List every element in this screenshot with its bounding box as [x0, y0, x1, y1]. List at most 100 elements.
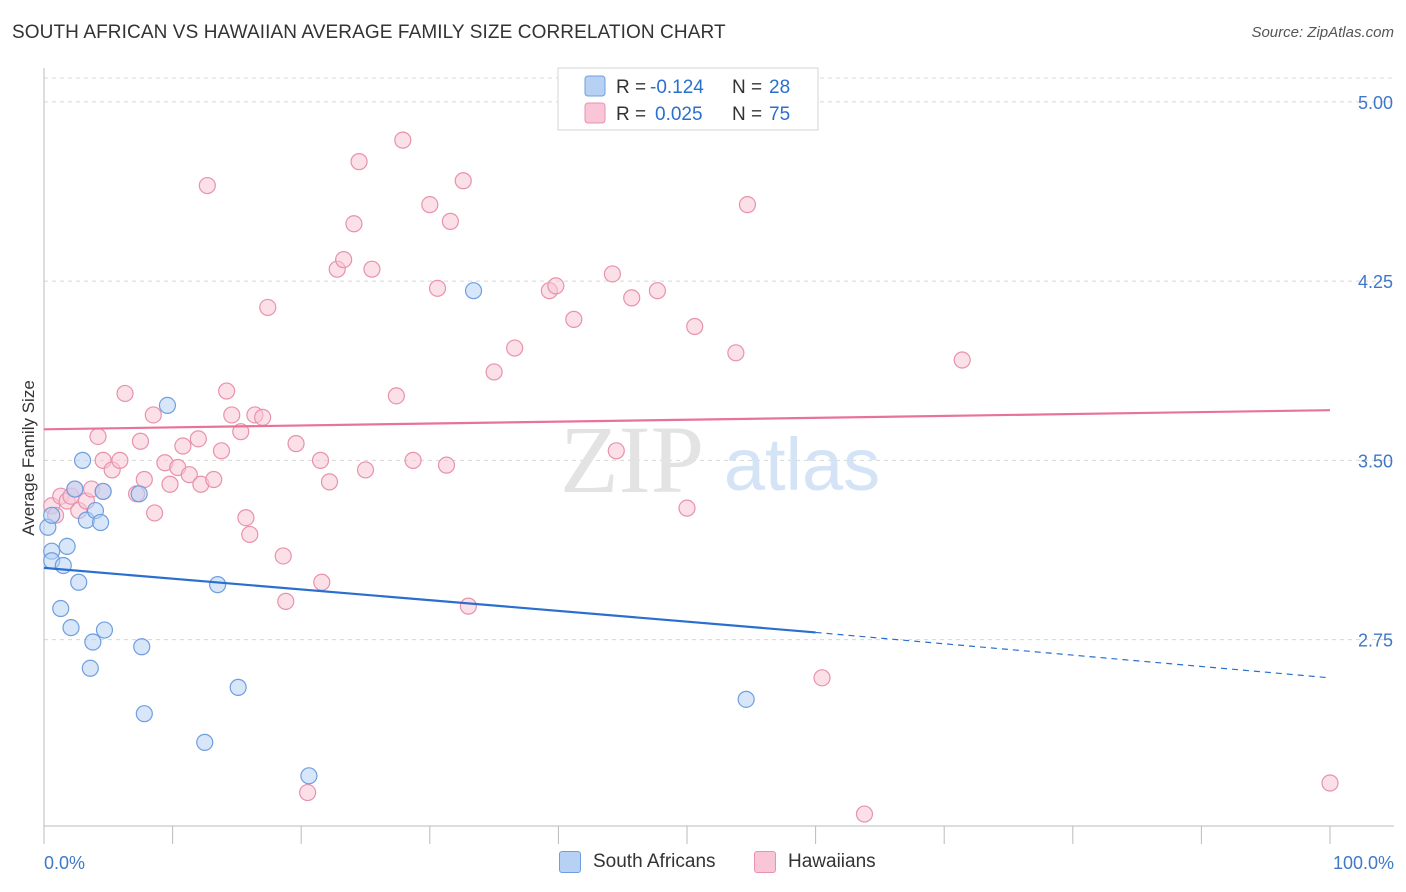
hawaiians-point — [485, 363, 503, 381]
hawaiians-point — [299, 783, 317, 802]
south-africans-point — [91, 513, 110, 532]
y-axis-label: Average Family Size — [19, 380, 38, 536]
south-africans-point — [158, 396, 177, 414]
hawaiians-point — [254, 408, 272, 426]
y-tick-label: 3.50 — [1358, 451, 1393, 471]
south-africans-point — [81, 659, 99, 677]
south-africans-point — [70, 573, 88, 591]
south-africans-point — [52, 599, 70, 618]
south-africans-point — [130, 485, 148, 503]
hawaiians-point — [131, 432, 150, 450]
south-africans-trend-line — [43, 566, 816, 634]
hawaiians-point — [428, 279, 447, 297]
y-tick-label: 2.75 — [1358, 631, 1393, 651]
hawaiians-point — [287, 435, 305, 453]
x-tick-label-max: 100.0% — [1333, 853, 1394, 873]
hawaiians-point — [111, 451, 129, 469]
hawaiians-point — [727, 344, 745, 362]
legend-swatch-blue — [584, 75, 606, 97]
chart-title: SOUTH AFRICAN VS HAWAIIAN AVERAGE FAMILY… — [12, 22, 726, 43]
hawaiians-point — [1321, 774, 1339, 792]
hawaiians-point — [363, 260, 381, 278]
hawaiians-point — [421, 196, 439, 214]
hawaiians-point — [345, 215, 363, 233]
axes — [43, 68, 1394, 844]
hawaiians-point — [189, 430, 207, 448]
hawaiians-point — [813, 669, 831, 687]
legend-item-hawaiians[interactable]: Hawaiians — [754, 851, 876, 873]
legend-n-label-1: N = — [732, 77, 762, 98]
hawaiians-point — [686, 317, 704, 336]
legend-n-value-1: 28 — [769, 77, 790, 98]
legend-swatch-hawaiians — [754, 851, 776, 873]
source-label: Source: ZipAtlas.com — [1251, 24, 1394, 41]
hawaiians-point — [311, 451, 330, 469]
south-africans-point — [464, 282, 483, 300]
hawaiians-point — [547, 277, 565, 295]
hawaiians-point — [205, 470, 223, 489]
hawaiians-point — [335, 251, 353, 269]
hawaiians-points — [43, 131, 1339, 823]
hawaiians-point — [320, 473, 339, 491]
hawaiians-point — [180, 466, 198, 484]
hawaiians-point — [116, 384, 134, 403]
south-africans-point — [95, 621, 114, 639]
legend-label-hawaiians: Hawaiians — [788, 851, 876, 872]
hawaiians-point — [259, 298, 277, 317]
hawaiians-point — [394, 131, 412, 149]
south-africans-point — [94, 482, 112, 501]
hawaiians-point — [241, 525, 259, 544]
hawaiians-point — [648, 282, 667, 300]
x-tick-label-min: 0.0% — [44, 853, 85, 873]
hawaiians-point — [565, 310, 583, 328]
hawaiians-point — [356, 461, 375, 479]
trend-lines — [43, 409, 1331, 679]
grid-lines — [44, 77, 1394, 641]
hawaiians-point — [89, 427, 107, 446]
hawaiians-point — [404, 451, 422, 469]
y-tick-label: 4.25 — [1358, 272, 1393, 292]
hawaiians-point — [232, 423, 250, 441]
legend-r-label-1: R = — [616, 77, 646, 98]
south-africans-point — [58, 537, 76, 555]
hawaiians-point — [437, 456, 456, 474]
hawaiians-point — [387, 387, 405, 405]
legend-n-label-2: N = — [732, 104, 762, 125]
south-africans-point — [196, 733, 214, 751]
legend-r-value-2: 0.025 — [655, 104, 703, 125]
legend-r-value-1: -0.124 — [650, 77, 704, 98]
hawaiians-point — [623, 289, 641, 307]
south-africans-point — [62, 619, 80, 637]
hawaiians-trend-line — [43, 409, 1331, 431]
hawaiians-point — [678, 499, 696, 517]
south-africans-point — [54, 556, 72, 575]
south-africans-point — [209, 576, 227, 594]
hawaiians-point — [174, 437, 192, 455]
south-africans-point — [73, 451, 92, 469]
y-tick-labels: 2.75 3.50 4.25 5.00 — [1358, 93, 1393, 651]
watermark: ZIP atlas — [560, 406, 880, 513]
south-africans-trend-extension — [815, 631, 1331, 679]
south-africans-points — [39, 282, 755, 785]
south-africans-point — [84, 633, 102, 651]
hawaiians-point — [506, 339, 524, 357]
legend-r-label-2: R = — [616, 104, 646, 125]
hawaiians-point — [350, 153, 368, 171]
hawaiians-point — [135, 470, 153, 489]
hawaiians-point — [237, 509, 255, 527]
hawaiians-point — [441, 212, 459, 230]
hawaiians-point — [953, 351, 971, 369]
legend-swatch-south-africans — [559, 851, 581, 873]
south-africans-point — [43, 506, 61, 524]
south-africans-point — [133, 638, 151, 656]
hawaiians-point — [145, 504, 164, 522]
hawaiians-point — [454, 172, 472, 190]
hawaiians-point — [144, 406, 162, 424]
hawaiians-point — [198, 176, 216, 195]
legend-item-south-africans[interactable]: South Africans — [559, 851, 716, 873]
south-africans-point — [135, 705, 153, 723]
hawaiians-point — [274, 547, 292, 565]
hawaiians-point — [223, 406, 241, 424]
hawaiians-point — [855, 805, 874, 823]
